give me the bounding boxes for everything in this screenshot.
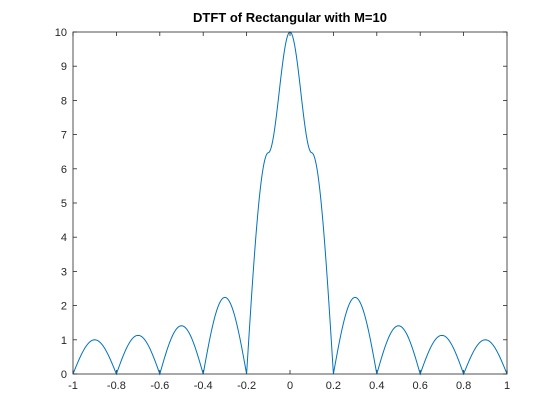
y-tick-label: 9 <box>61 61 67 73</box>
x-tick-label: -0.6 <box>150 380 169 392</box>
x-tick-label: 0.8 <box>456 380 471 392</box>
tick-labels: -1 -0.8 -0.6 -0.4 -0.2 0 0.2 0.4 0.6 0.8 101234567… <box>55 27 510 392</box>
y-tick-label: 3 <box>61 266 67 278</box>
x-tick-label: 0.6 <box>413 380 428 392</box>
y-tick-label: 7 <box>61 130 67 142</box>
y-tick-label: 8 <box>61 95 67 107</box>
x-tick-label: 1 <box>504 380 510 392</box>
y-tick-label: 10 <box>55 27 67 39</box>
chart-title: DTFT of Rectangular with M=10 <box>193 10 387 25</box>
x-tick-label: 0.4 <box>369 380 384 392</box>
x-tick-label: -0.4 <box>194 380 213 392</box>
plot-area <box>73 32 507 374</box>
x-tick-label: -1 <box>68 380 78 392</box>
y-tick-label: 6 <box>61 164 67 176</box>
y-tick-label: 4 <box>61 232 67 244</box>
y-tick-label: 2 <box>61 301 67 313</box>
x-tick-label: 0.2 <box>326 380 341 392</box>
y-tick-label: 5 <box>61 198 67 210</box>
x-tick-label: -0.8 <box>107 380 126 392</box>
axes-box <box>72 31 508 375</box>
y-tick-label: 1 <box>61 335 67 347</box>
x-tick-label: 0 <box>287 380 293 392</box>
y-tick-label: 0 <box>61 369 67 381</box>
x-tick-label: -0.2 <box>237 380 256 392</box>
